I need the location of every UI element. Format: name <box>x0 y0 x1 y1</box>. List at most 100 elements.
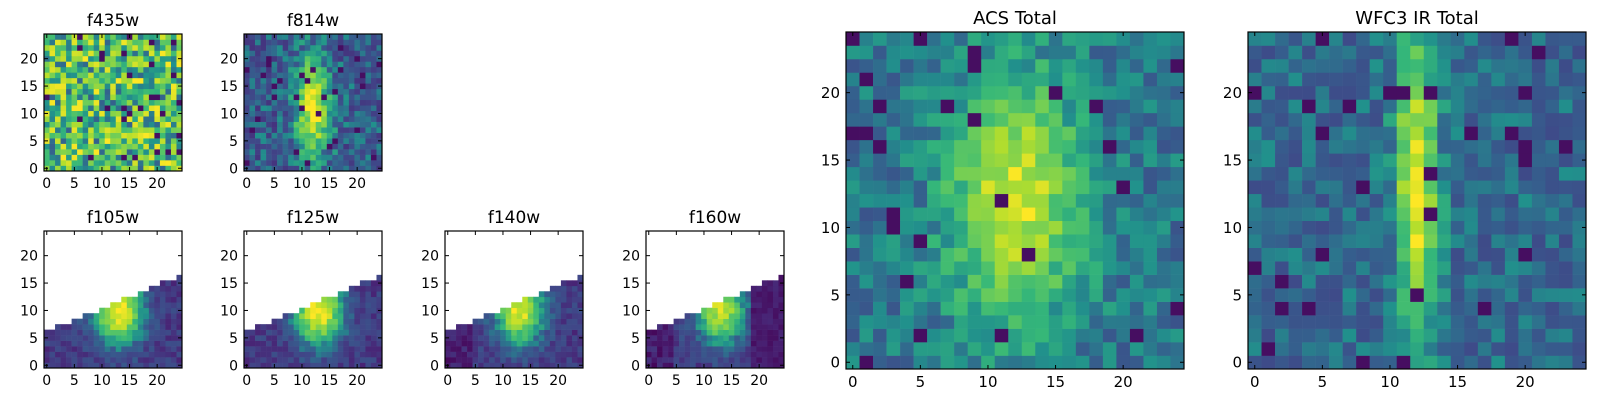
heatmap-cell <box>723 346 730 352</box>
heatmap-cell <box>940 274 955 289</box>
heatmap-cell <box>271 44 278 51</box>
heatmap-cell <box>376 127 383 133</box>
heatmap-cell <box>472 318 479 325</box>
heatmap-cell <box>266 132 272 139</box>
heatmap-cell <box>560 285 567 292</box>
heatmap-cell <box>1410 180 1425 195</box>
heatmap-cell <box>170 302 177 309</box>
heatmap-cell <box>60 55 67 62</box>
heatmap-cell <box>365 335 372 341</box>
heatmap-cell <box>913 180 928 195</box>
heatmap-cell <box>244 50 250 57</box>
heatmap-cell <box>115 44 122 51</box>
heatmap-cell <box>859 45 874 60</box>
heatmap-cell <box>266 72 272 79</box>
heatmap-cell <box>927 355 941 370</box>
heatmap-cell <box>900 153 914 168</box>
heatmap-cell <box>99 44 106 51</box>
heatmap-cell <box>886 166 901 181</box>
heatmap-cell <box>695 340 702 347</box>
heatmap-cell <box>1248 315 1262 329</box>
heatmap-cell <box>260 61 267 68</box>
heatmap-cell <box>1423 45 1438 60</box>
heatmap-cell <box>282 121 289 128</box>
heatmap-cell <box>293 121 300 128</box>
heatmap-cell <box>571 291 578 298</box>
heatmap-cell <box>1491 32 1506 46</box>
heatmap-cell <box>1143 220 1158 235</box>
heatmap-cell <box>483 362 490 369</box>
heatmap-cell <box>527 307 534 314</box>
heatmap-cell <box>739 346 746 352</box>
heatmap-cell <box>143 307 150 314</box>
heatmap-cell <box>376 324 383 330</box>
heatmap-cell <box>1102 193 1117 208</box>
heatmap-cell <box>293 83 300 90</box>
heatmap-cell <box>778 357 785 363</box>
heatmap-cell <box>71 72 78 79</box>
heatmap-cell <box>1089 166 1104 181</box>
heatmap-cell <box>1143 342 1158 356</box>
heatmap-cell <box>967 355 982 370</box>
heatmap-cell <box>137 127 144 133</box>
heatmap-cell <box>767 324 774 330</box>
heatmap-cell <box>712 351 719 358</box>
heatmap-cell <box>154 302 161 309</box>
heatmap-cell <box>478 318 484 325</box>
heatmap-cell <box>1504 180 1519 195</box>
panel-title: f140w <box>488 208 540 228</box>
heatmap-cell <box>170 296 177 303</box>
heatmap-cell <box>143 50 150 57</box>
heatmap-cell <box>359 291 366 298</box>
heatmap-cell <box>154 335 161 341</box>
heatmap-cell <box>44 143 50 150</box>
heatmap-cell <box>159 132 166 139</box>
heatmap-cell <box>126 296 133 303</box>
heatmap-cell <box>673 329 680 336</box>
heatmap-cell <box>940 207 955 222</box>
heatmap-cell <box>1410 247 1425 262</box>
heatmap-cell <box>571 335 578 341</box>
heatmap-cell <box>1102 85 1117 100</box>
heatmap-cell <box>121 116 128 122</box>
heatmap-cell <box>1558 274 1573 289</box>
heatmap-cell <box>1035 99 1050 114</box>
heatmap-cell <box>249 44 256 51</box>
heatmap-cell <box>1437 58 1452 73</box>
heatmap-cell <box>483 329 490 336</box>
heatmap-cell <box>723 362 730 369</box>
heatmap-cell <box>1315 261 1330 275</box>
heatmap-cell <box>701 346 708 352</box>
heatmap-cell <box>728 351 735 358</box>
heatmap-cell <box>249 362 256 369</box>
heatmap-cell <box>1129 139 1144 154</box>
heatmap-cell <box>940 99 955 114</box>
heatmap-cell <box>1248 153 1262 168</box>
heatmap-cell <box>60 154 67 161</box>
heatmap-cell <box>104 88 111 95</box>
heatmap-cell <box>555 351 562 358</box>
heatmap-cell <box>110 346 117 352</box>
heatmap-cell <box>299 88 306 95</box>
heatmap-cell <box>1048 166 1063 181</box>
heatmap-cell <box>370 121 377 128</box>
heatmap-cell <box>332 110 339 117</box>
x-tick-label: 15 <box>723 373 741 389</box>
heatmap-cell <box>505 357 512 363</box>
heatmap-cell <box>1248 126 1262 141</box>
heatmap-cell <box>695 351 702 358</box>
heatmap-cell <box>321 160 328 166</box>
heatmap-cell <box>1423 207 1438 222</box>
heatmap-cell <box>1048 301 1063 316</box>
heatmap-cell <box>1423 126 1438 141</box>
heatmap-cell <box>143 362 150 369</box>
heatmap-cell <box>176 351 183 358</box>
heatmap-cell <box>255 61 261 68</box>
heatmap-cell <box>293 127 300 133</box>
heatmap-cell <box>913 342 928 356</box>
heatmap-cell <box>170 357 177 363</box>
heatmap-cell <box>1275 112 1289 127</box>
heatmap-cell <box>1342 193 1357 208</box>
heatmap-cell <box>1356 180 1370 195</box>
heatmap-cell <box>1383 72 1398 87</box>
